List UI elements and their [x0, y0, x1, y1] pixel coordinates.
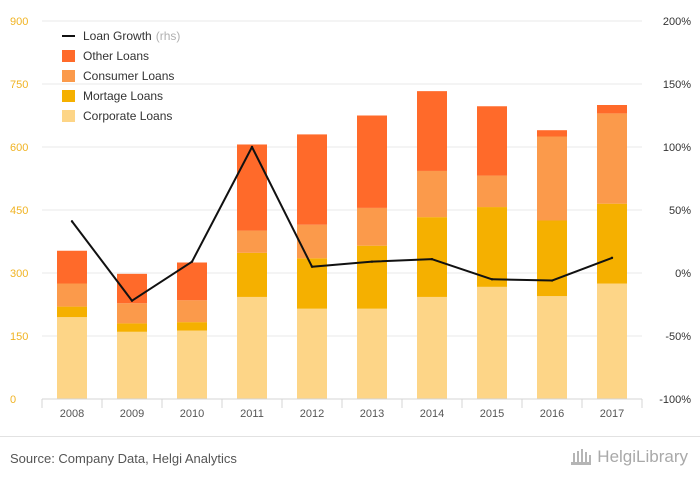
- left-tick-label: 750: [10, 79, 28, 91]
- bar-mortage-loans-2015: [477, 207, 507, 287]
- bar-corporate-loans-2015: [477, 286, 507, 399]
- brand-logo: HelgiLibrary: [570, 447, 688, 467]
- right-tick-label: 50%: [669, 205, 691, 217]
- bar-other-loans-2009: [117, 273, 147, 304]
- bar-corporate-loans-2016: [537, 296, 567, 399]
- legend-label: Loan Growth (rhs): [83, 29, 180, 43]
- left-tick-label: 900: [10, 16, 28, 28]
- legend-swatch: [62, 90, 75, 102]
- bar-consumer-loans-2014: [417, 170, 447, 218]
- loan-growth-point-2011: [250, 145, 254, 149]
- footer: Source: Company Data, Helgi Analytics He…: [0, 436, 700, 484]
- bar-consumer-loans-2008: [57, 283, 87, 307]
- bar-mortage-loans-2010: [177, 322, 207, 331]
- left-tick-label: 150: [10, 331, 28, 343]
- x-tick-label: 2015: [480, 408, 504, 420]
- bar-mortage-loans-2014: [417, 217, 447, 297]
- bar-other-loans-2012: [297, 134, 327, 225]
- loan-growth-point-2015: [490, 278, 494, 281]
- right-tick-label: 200%: [663, 16, 691, 28]
- x-tick-label: 2012: [300, 408, 324, 420]
- legend: Loan Growth (rhs) Other Loans Consumer Loan…: [62, 29, 180, 123]
- x-tick-label: 2008: [60, 408, 84, 420]
- right-tick-label: 150%: [663, 79, 691, 91]
- loan-growth-point-2014: [430, 257, 434, 261]
- source-note: Source: Company Data, Helgi Analytics: [10, 451, 237, 466]
- x-tick-label: 2011: [240, 408, 264, 420]
- bar-consumer-loans-2012: [297, 224, 327, 259]
- right-tick-label: -50%: [665, 331, 691, 343]
- axes: 0 150 300 450 600 750 900 -100% -50% 0% 50% 100% 150…: [10, 16, 691, 420]
- loan-growth-line: [71, 146, 613, 302]
- legend-label: Mortage Loans: [83, 89, 163, 103]
- legend-label: Corporate Loans: [83, 109, 172, 123]
- legend-swatch: [62, 50, 75, 62]
- bar-other-loans-2016: [537, 130, 567, 137]
- bar-corporate-loans-2013: [357, 308, 387, 399]
- left-tick-label: 600: [10, 142, 28, 154]
- bar-mortage-loans-2009: [117, 323, 147, 332]
- bar-corporate-loans-2012: [297, 308, 327, 399]
- x-tick-label: 2010: [180, 408, 204, 420]
- bar-consumer-loans-2010: [177, 300, 207, 323]
- bar-consumer-loans-2017: [597, 113, 627, 204]
- loan-growth-point-2012: [310, 265, 314, 268]
- bar-corporate-loans-2014: [417, 296, 447, 399]
- x-tick-label: 2013: [360, 408, 384, 420]
- loan-growth-point-2010: [190, 260, 194, 263]
- loan-growth-point-2016: [550, 279, 554, 282]
- bar-other-loans-2011: [237, 144, 267, 231]
- bar-consumer-loans-2011: [237, 230, 267, 253]
- bar-other-loans-2013: [357, 115, 387, 208]
- bar-other-loans-2014: [417, 91, 447, 171]
- library-building-icon: [571, 449, 592, 465]
- x-tick-label: 2009: [120, 408, 144, 420]
- bar-consumer-loans-2016: [537, 136, 567, 221]
- bar-corporate-loans-2017: [597, 283, 627, 399]
- bar-consumer-loans-2015: [477, 175, 507, 208]
- stacked-bars: [57, 91, 627, 399]
- x-tick-label: 2017: [600, 408, 624, 420]
- loan-growth-point-2008: [70, 220, 74, 223]
- legend-swatch: [62, 70, 75, 82]
- bar-mortage-loans-2008: [57, 306, 87, 318]
- loan-growth-point-2017: [610, 256, 614, 260]
- bar-mortage-loans-2013: [357, 245, 387, 309]
- bar-other-loans-2017: [597, 105, 627, 114]
- x-tick-label: 2014: [420, 408, 444, 420]
- bar-mortage-loans-2016: [537, 220, 567, 297]
- x-tick-label: 2016: [540, 408, 564, 420]
- bar-mortage-loans-2011: [237, 252, 267, 297]
- right-tick-label: 100%: [663, 142, 691, 154]
- loans-chart: 0 150 300 450 600 750 900 -100% -50% 0% 50% 100% 150…: [10, 16, 691, 420]
- loan-growth-point-2013: [370, 260, 374, 263]
- bar-other-loans-2008: [57, 250, 87, 284]
- left-tick-label: 0: [10, 394, 16, 406]
- bar-mortage-loans-2017: [597, 203, 627, 284]
- left-tick-label: 300: [10, 268, 28, 280]
- bar-corporate-loans-2011: [237, 296, 267, 399]
- bar-corporate-loans-2008: [57, 317, 87, 399]
- bar-other-loans-2015: [477, 106, 507, 176]
- brand-name: HelgiLibrary: [597, 447, 688, 466]
- bar-consumer-loans-2009: [117, 303, 147, 324]
- bar-corporate-loans-2009: [117, 331, 147, 399]
- right-tick-label: -100%: [659, 394, 691, 406]
- legend-note: (rhs): [156, 29, 181, 43]
- legend-label: Other Loans: [83, 49, 149, 63]
- bar-consumer-loans-2013: [357, 207, 387, 246]
- left-tick-label: 450: [10, 205, 28, 217]
- loan-growth-point-2009: [130, 299, 134, 302]
- legend-label: Consumer Loans: [83, 69, 174, 83]
- legend-swatch: [62, 110, 75, 122]
- loan-growth-line-layer: [70, 145, 614, 302]
- bar-corporate-loans-2010: [177, 330, 207, 399]
- right-tick-label: 0%: [675, 268, 691, 280]
